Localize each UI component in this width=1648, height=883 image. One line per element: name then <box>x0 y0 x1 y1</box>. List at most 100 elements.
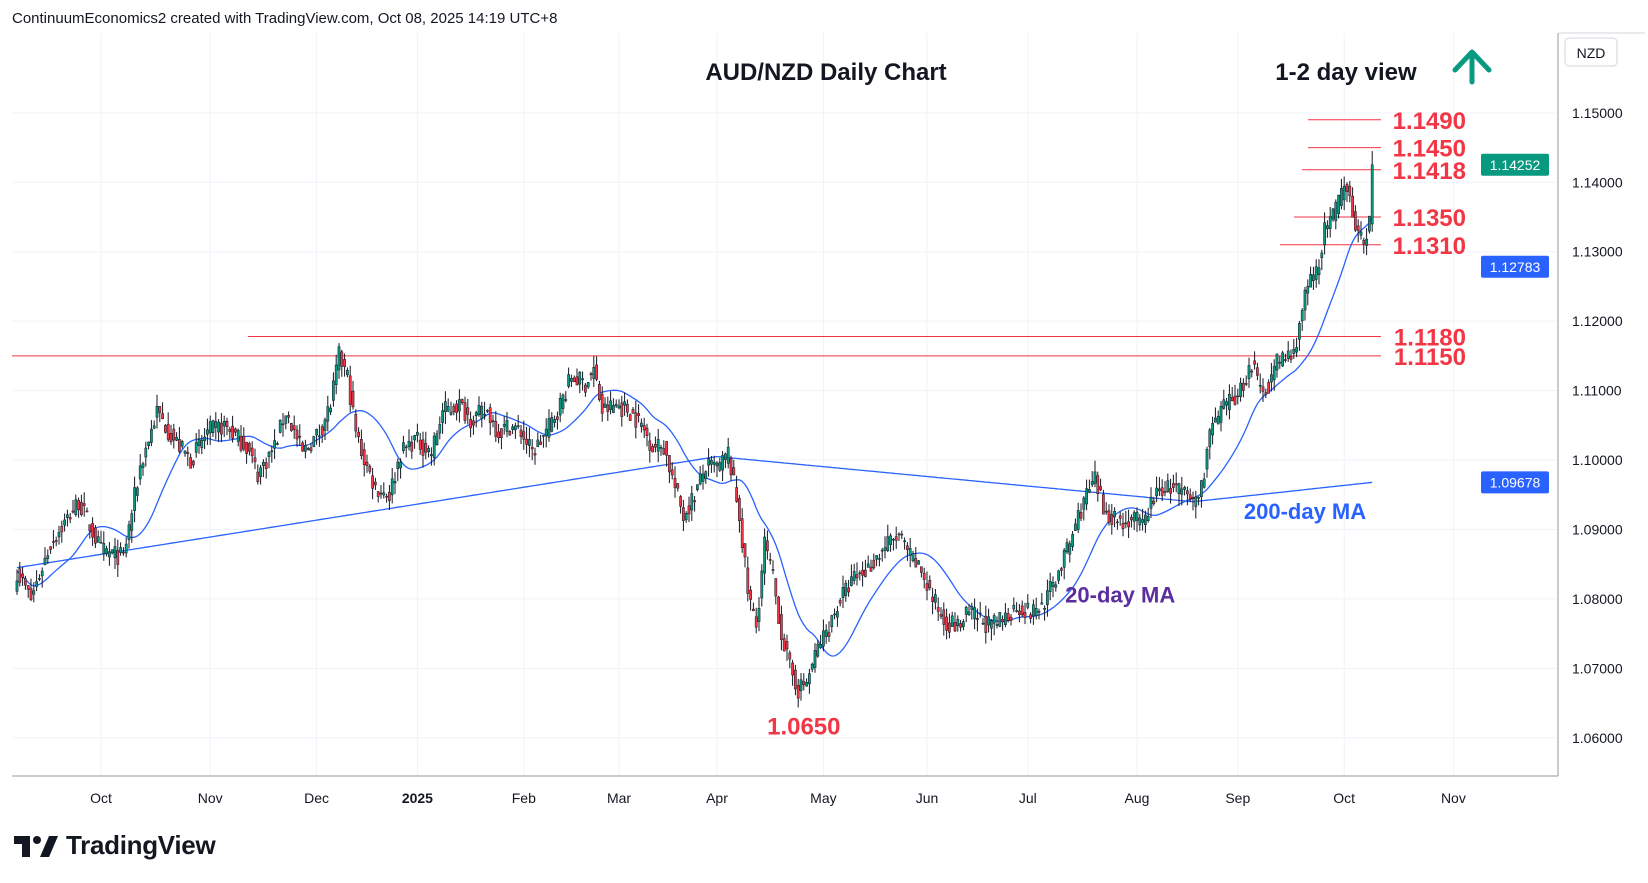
x-tick-label: Jul <box>1019 790 1037 806</box>
candle <box>390 467 394 504</box>
candle <box>634 400 638 439</box>
candle-body <box>110 549 114 554</box>
candle-body <box>883 547 887 551</box>
ma-200-label: 200-day MA <box>1244 499 1366 524</box>
candle-body <box>536 439 540 448</box>
candle <box>920 566 923 578</box>
candle-body <box>530 446 534 450</box>
candle <box>749 585 752 611</box>
candle-body <box>483 413 486 416</box>
candle <box>35 570 38 592</box>
candle-body <box>211 420 215 433</box>
candle-body <box>74 499 78 515</box>
candle-body <box>827 632 831 637</box>
candle-body <box>301 442 304 452</box>
x-axis[interactable]: Oct Nov Dec 2025 Feb Mar Apr May Jun Jul Aug Sep Oct… <box>90 790 1466 806</box>
candle-body <box>578 372 582 385</box>
candle <box>147 441 150 450</box>
tradingview-brand[interactable]: TradingView <box>14 830 216 861</box>
candle <box>1286 341 1290 362</box>
candle <box>1034 597 1038 620</box>
candle-body <box>819 644 822 648</box>
candle <box>542 435 545 448</box>
candle-body <box>292 425 296 431</box>
candle-body <box>80 501 83 515</box>
candle-body <box>707 458 710 466</box>
candle <box>1032 599 1035 625</box>
candle-body <box>970 605 974 611</box>
candle-body <box>1300 310 1304 322</box>
candle-body <box>242 435 246 450</box>
candle-body <box>1188 494 1192 499</box>
candle <box>777 595 780 625</box>
candle-body <box>782 638 786 652</box>
candle <box>18 561 22 587</box>
candle <box>91 517 94 546</box>
candle <box>855 562 859 586</box>
candle-body <box>245 441 248 454</box>
candle-body <box>63 519 66 526</box>
candle <box>967 604 971 616</box>
candle-body <box>228 428 232 433</box>
candle-body <box>505 420 509 432</box>
candle-body <box>1303 289 1307 311</box>
candle-body <box>57 532 61 538</box>
candle <box>1326 220 1329 238</box>
candle <box>1054 581 1058 592</box>
candle <box>1149 487 1153 519</box>
candle <box>645 423 649 447</box>
candle-body <box>494 421 498 437</box>
candle <box>782 633 786 652</box>
candle <box>802 673 806 691</box>
candle <box>1334 199 1338 230</box>
candle <box>110 549 114 555</box>
candle <box>21 567 24 586</box>
candle-body <box>1256 367 1259 376</box>
candle-body <box>785 641 789 650</box>
candle-body <box>1272 366 1276 381</box>
price-badge <box>1481 255 1549 278</box>
candle <box>66 509 69 527</box>
candle <box>861 561 864 587</box>
candle <box>519 424 523 444</box>
y-axis[interactable]: 1.06000 1.07000 1.08000 1.09000 1.10000 1.110… <box>1572 105 1623 746</box>
candle <box>374 477 377 491</box>
candle-body <box>267 452 271 457</box>
candle-body <box>354 413 358 432</box>
candle-body <box>430 454 433 457</box>
candle-body <box>1088 489 1091 493</box>
candle-body <box>1079 511 1083 519</box>
candle-body <box>539 441 542 445</box>
candle <box>1102 489 1105 515</box>
candle <box>682 499 685 532</box>
candle-body <box>620 402 624 417</box>
currency-box[interactable] <box>1564 37 1618 67</box>
candle-body <box>480 405 484 419</box>
price-badges: 1.14252 1.12783 1.09678 <box>1481 153 1549 494</box>
candle-body <box>956 618 960 627</box>
candle <box>701 464 705 490</box>
candle-body <box>491 420 495 423</box>
candle <box>1205 446 1209 478</box>
candle-body <box>390 478 394 496</box>
candle <box>827 621 831 643</box>
candle-body <box>1012 604 1016 610</box>
candle-body <box>446 405 450 412</box>
candle <box>586 382 590 389</box>
candle <box>1048 572 1052 601</box>
candle <box>99 530 103 544</box>
candle-body <box>693 500 696 503</box>
candle-body <box>1309 274 1312 288</box>
chart-attribution: ContinuumEconomics2 created with Trading… <box>12 10 558 27</box>
candle <box>609 391 612 415</box>
candle-body <box>810 663 814 670</box>
candle <box>337 343 341 379</box>
x-tick-label: Nov <box>198 790 223 806</box>
candle-body <box>189 457 192 469</box>
candle-body <box>77 500 80 511</box>
candle <box>273 429 276 459</box>
candle-body <box>155 405 159 418</box>
candle-body <box>315 428 318 436</box>
candle-body <box>119 547 122 553</box>
candle-body <box>1158 488 1161 492</box>
